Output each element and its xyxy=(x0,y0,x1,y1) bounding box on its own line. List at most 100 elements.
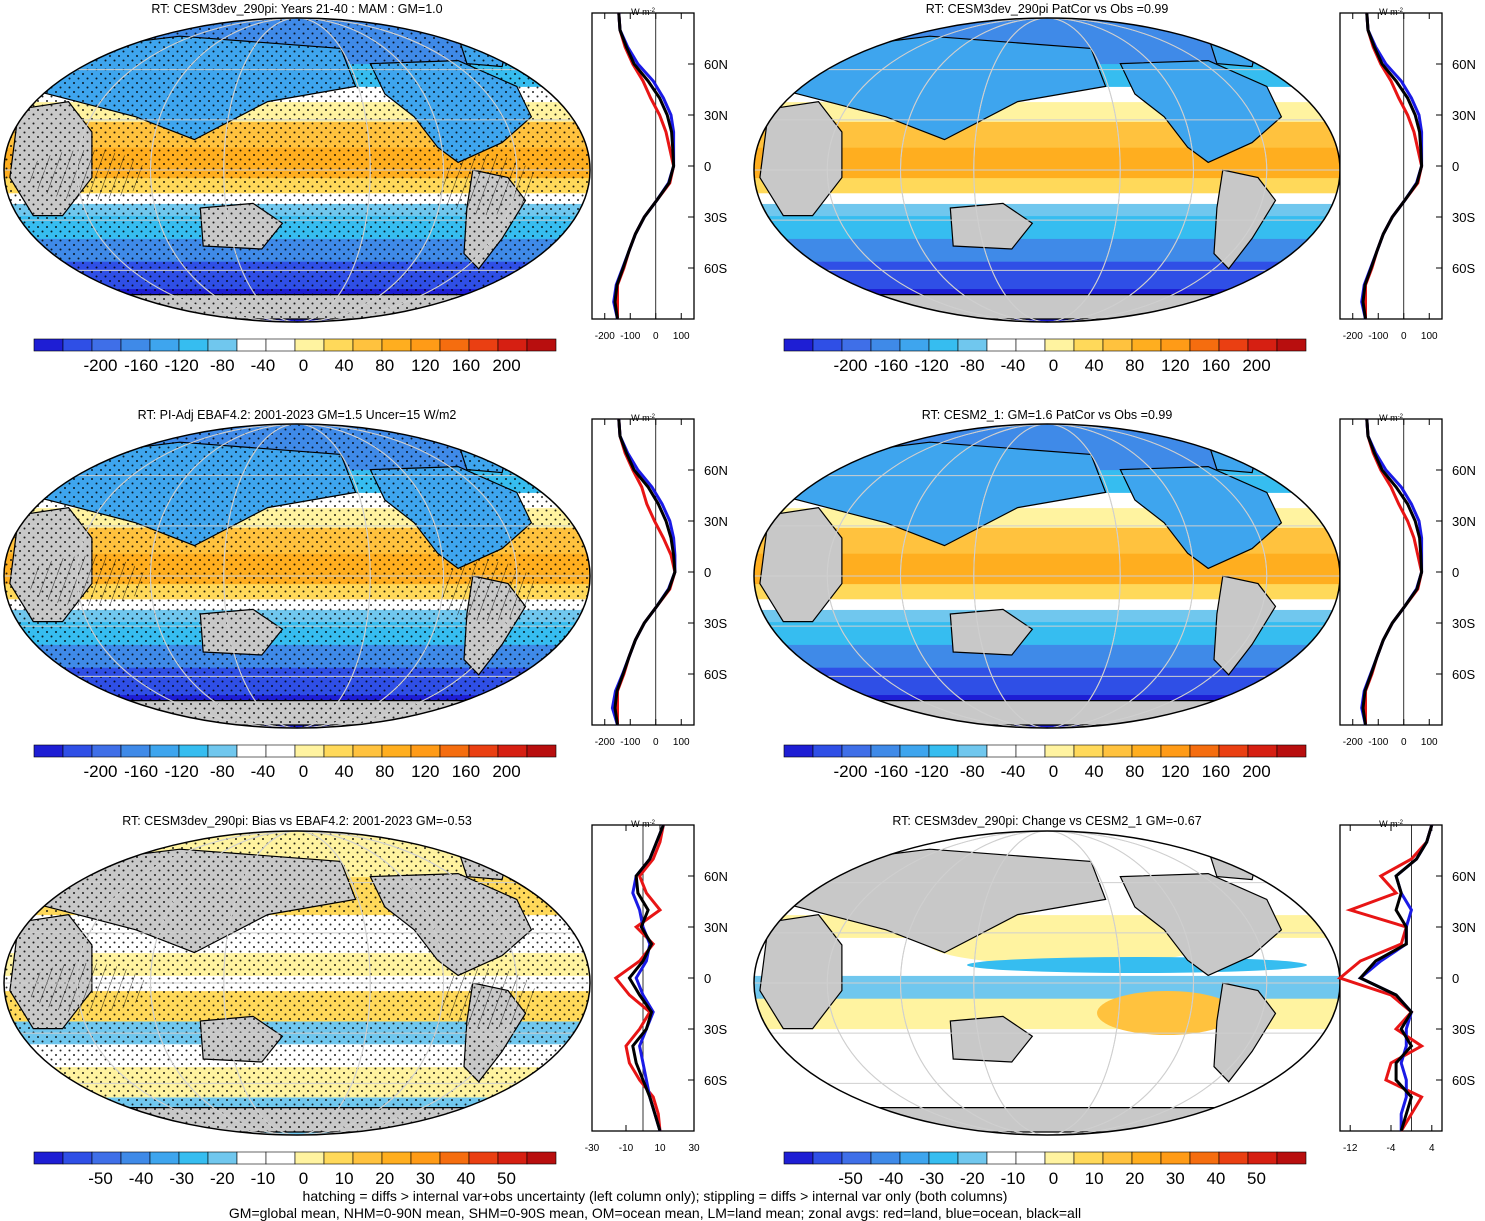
colorbar-swatch xyxy=(323,744,354,758)
colorbar-label: -40 xyxy=(1001,762,1026,781)
x-tick-label: -100 xyxy=(1368,331,1388,342)
land-samerica xyxy=(1213,169,1277,270)
map-field xyxy=(4,831,590,1135)
colorbar-label: 50 xyxy=(497,1169,516,1188)
colorbar-swatch xyxy=(812,744,843,758)
colorbar-swatch xyxy=(899,338,930,352)
colorbar-swatch xyxy=(1131,338,1162,352)
colorbar-label: -200 xyxy=(83,356,117,375)
lat-label: 0 xyxy=(704,971,711,986)
meridian xyxy=(826,18,1268,322)
colorbar-label: 40 xyxy=(335,762,354,781)
color-band xyxy=(754,261,1340,290)
colorbar-label: 0 xyxy=(1049,1169,1058,1188)
color-band xyxy=(754,621,1340,645)
colorbar-swatch xyxy=(381,744,412,758)
colorbar-swatch xyxy=(236,338,267,352)
colorbar-swatch xyxy=(957,338,988,352)
land-samerica xyxy=(1213,982,1277,1083)
zonal-profile: W m-2 60N 30N 0 30S 60S -200 -100 0 100 xyxy=(1339,7,1476,342)
lat-label: 30N xyxy=(704,920,728,935)
lat-label: 30S xyxy=(704,210,727,225)
color-band xyxy=(754,203,1340,217)
color-band xyxy=(754,609,1340,623)
map-border xyxy=(3,423,591,729)
colorbar-swatch xyxy=(33,1151,64,1165)
colorbar-label: 160 xyxy=(452,762,480,781)
meridian xyxy=(76,424,518,728)
colorbar: -200 -160 -120 -80 -40 0 40 80 120 160 200 xyxy=(783,744,1307,781)
colorbar-swatch xyxy=(62,1151,93,1165)
graticule xyxy=(4,18,590,322)
colorbar-swatch xyxy=(120,1151,151,1165)
colorbar-swatch xyxy=(1015,1151,1046,1165)
colorbar-swatch xyxy=(410,744,441,758)
colorbar-label: -120 xyxy=(915,762,949,781)
x-tick-label: 100 xyxy=(1421,331,1438,342)
map-border xyxy=(3,830,591,1136)
colorbar-swatch xyxy=(323,1151,354,1165)
land-australia xyxy=(949,1015,1034,1063)
colorbar-label: 160 xyxy=(1202,762,1230,781)
lat-label: 0 xyxy=(704,159,711,174)
map-border xyxy=(3,17,591,323)
colorbar-label: -30 xyxy=(919,1169,944,1188)
colorbar-swatch xyxy=(1160,744,1191,758)
colorbar-label: 0 xyxy=(299,1169,308,1188)
lat-label: 60N xyxy=(704,57,728,72)
colorbar-swatch xyxy=(294,1151,325,1165)
profile-unit: W m-2 xyxy=(1379,413,1403,423)
lat-label: 60S xyxy=(704,667,727,682)
profile-frame xyxy=(1339,418,1443,726)
colorbar-swatch xyxy=(265,1151,296,1165)
colorbar-swatch xyxy=(1160,338,1191,352)
colorbar-label: 20 xyxy=(375,1169,394,1188)
colorbar-label: -120 xyxy=(165,356,199,375)
colorbar-swatch xyxy=(33,338,64,352)
lat-label: 60S xyxy=(1452,667,1475,682)
colorbar-label: 80 xyxy=(375,762,394,781)
colorbar-label: -10 xyxy=(1001,1169,1026,1188)
lat-label: 30N xyxy=(1452,108,1476,123)
colorbar-swatch xyxy=(899,744,930,758)
colorbar-swatch xyxy=(899,1151,930,1165)
color-band xyxy=(754,192,1340,204)
profile-line-black xyxy=(627,824,665,1132)
x-tick-label: 10 xyxy=(654,1143,666,1154)
lat-label: 60N xyxy=(1452,57,1476,72)
colorbar-swatch xyxy=(957,1151,988,1165)
colorbar-swatch xyxy=(381,1151,412,1165)
colorbar-label: 30 xyxy=(416,1169,435,1188)
hatching-overlay xyxy=(437,968,537,1028)
colorbar-swatch xyxy=(1044,1151,1075,1165)
colorbar-swatch xyxy=(1015,338,1046,352)
land-namerica xyxy=(1119,59,1283,164)
profile-unit: W m-2 xyxy=(1379,819,1403,829)
graticule xyxy=(754,831,1340,1135)
x-tick-label: 100 xyxy=(673,331,690,342)
hatching-overlay xyxy=(27,963,147,1013)
color-band xyxy=(754,598,1340,610)
colorbar-swatch xyxy=(120,744,151,758)
colorbar-swatch xyxy=(178,744,209,758)
meridian xyxy=(76,831,518,1135)
x-tick-label: 0 xyxy=(653,737,659,748)
colorbar-swatch xyxy=(526,1151,557,1165)
color-band xyxy=(754,147,1340,179)
graticule xyxy=(754,424,1340,728)
colorbar-label: -30 xyxy=(169,1169,194,1188)
land-antarctica xyxy=(841,700,1253,726)
colorbar-swatch xyxy=(1247,744,1278,758)
land-eurasia xyxy=(768,35,1107,141)
colorbar-label: 20 xyxy=(1125,1169,1144,1188)
colorbar-label: 120 xyxy=(1161,356,1189,375)
x-tick-label: -200 xyxy=(1343,737,1363,748)
hatching-overlay xyxy=(27,150,147,200)
x-tick-label: 100 xyxy=(673,737,690,748)
colorbar-swatch xyxy=(1131,1151,1162,1165)
colorbar-label: 50 xyxy=(1247,1169,1266,1188)
colorbar-swatch xyxy=(236,744,267,758)
lat-label: 60N xyxy=(1452,463,1476,478)
profile-line-black xyxy=(613,418,677,726)
anomaly-patch xyxy=(927,921,1207,965)
